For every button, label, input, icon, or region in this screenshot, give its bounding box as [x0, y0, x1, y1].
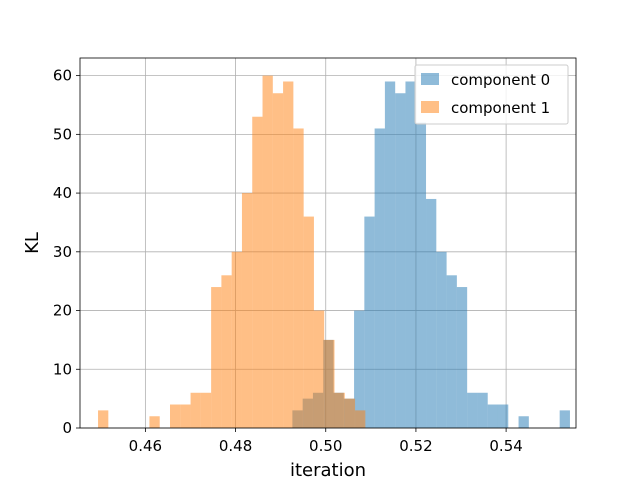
y-axis-label: KL [22, 232, 43, 254]
legend-box [414, 64, 569, 125]
bar-series-1-bin-13 [231, 251, 242, 428]
bar-series-0-bin-13 [426, 198, 437, 428]
bar-series-0-bin-10 [395, 93, 406, 428]
bar-series-1-bin-5 [149, 416, 160, 428]
bar-series-1-bin-18 [283, 81, 294, 428]
legend-label-component-0: component 0 [451, 71, 550, 89]
x-tick-label-2: 0.50 [309, 437, 342, 455]
bar-series-1-bin-7 [170, 404, 181, 428]
y-tick-label-2: 20 [53, 302, 72, 320]
bar-series-1-bin-19 [293, 128, 304, 428]
bar-series-0-bin-6 [354, 310, 365, 428]
bar-series-1-bin-22 [324, 339, 335, 428]
bar-series-0-bin-11 [405, 81, 416, 428]
x-axis-label: iteration [290, 460, 366, 480]
y-tick-label-3: 30 [53, 243, 72, 261]
bar-series-0-bin-22 [518, 416, 529, 428]
legend: component 0 component 1 [414, 64, 569, 125]
bar-series-1-bin-20 [303, 216, 314, 428]
bar-series-1-bin-8 [180, 404, 191, 428]
bar-series-0-bin-16 [456, 287, 468, 428]
legend-swatch-component-1 [421, 101, 439, 113]
y-tick-label-6: 60 [53, 67, 72, 85]
y-tick-label-0: 0 [62, 419, 72, 437]
bar-series-1-bin-15 [252, 116, 263, 428]
bar-series-0-bin-14 [436, 251, 447, 428]
bar-series-0-bin-20 [497, 404, 509, 428]
bar-series-0-bin-26 [559, 410, 570, 428]
bar-series-1-bin-12 [221, 275, 232, 428]
bar-series-0-bin-8 [374, 128, 385, 428]
bar-series-0-bin-12 [415, 122, 427, 428]
x-tick-label-0: 0.46 [129, 437, 162, 455]
bar-series-1-bin-23 [334, 392, 345, 428]
bar-series-0-bin-15 [446, 275, 457, 428]
y-tick-label-1: 10 [53, 360, 72, 378]
bar-series-1-bin-0 [98, 410, 109, 428]
bar-series-0-bin-18 [477, 392, 488, 428]
bar-series-1-bin-24 [344, 398, 356, 428]
bar-series-0-bin-7 [364, 216, 375, 428]
bar-series-1-bin-16 [262, 75, 273, 428]
bar-series-1-bin-17 [272, 93, 284, 428]
bar-series-1-bin-11 [211, 287, 222, 428]
plot-frame [79, 57, 577, 429]
bar-series-1-bin-9 [190, 392, 201, 428]
grid [80, 58, 576, 429]
bar-series-1-bin-14 [241, 193, 253, 428]
bar-series-1-bin-25 [355, 410, 366, 428]
y-tick-label-4: 40 [53, 184, 72, 202]
x-tick-label-4: 0.54 [489, 437, 522, 455]
bar-series-0-bin-17 [467, 392, 478, 428]
histogram-bars [98, 75, 570, 428]
y-tick-label-5: 50 [53, 125, 72, 143]
legend-label-component-1: component 1 [451, 99, 550, 117]
x-tick-label-3: 0.52 [399, 437, 432, 455]
axis-ticks: 0.46 0.48 0.50 0.52 0.54 0 10 20 30 40 50 60 [53, 67, 523, 455]
legend-swatch-component-0 [421, 73, 439, 85]
bar-series-0-bin-9 [384, 81, 396, 428]
bar-series-1-bin-21 [313, 310, 325, 428]
x-tick-label-1: 0.48 [219, 437, 252, 455]
bar-series-0-bin-19 [487, 404, 498, 428]
bar-series-1-bin-10 [200, 392, 212, 428]
